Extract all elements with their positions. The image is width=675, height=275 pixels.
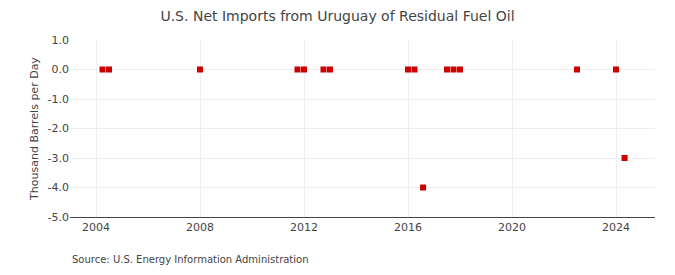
svg-text:2016: 2016 — [394, 221, 422, 234]
svg-text:2020: 2020 — [498, 221, 526, 234]
svg-text:2008: 2008 — [186, 221, 214, 234]
svg-text:-4.0: -4.0 — [48, 181, 69, 194]
svg-text:-5.0: -5.0 — [48, 211, 69, 224]
svg-text:Source: U.S. Energy Informatio: Source: U.S. Energy Information Administ… — [72, 254, 309, 265]
svg-text:1.0: 1.0 — [52, 34, 70, 47]
svg-text:2004: 2004 — [82, 221, 110, 234]
svg-text:2024: 2024 — [602, 221, 630, 234]
svg-text:2012: 2012 — [290, 221, 318, 234]
svg-text:-3.0: -3.0 — [48, 152, 69, 165]
svg-text:0.0: 0.0 — [52, 63, 70, 76]
svg-text:-2.0: -2.0 — [48, 122, 69, 135]
svg-text:Thousand Barrels per Day: Thousand Barrels per Day — [28, 57, 41, 201]
svg-text:-1.0: -1.0 — [48, 93, 69, 106]
svg-text:U.S. Net Imports from Uruguay: U.S. Net Imports from Uruguay of Residua… — [160, 8, 514, 24]
